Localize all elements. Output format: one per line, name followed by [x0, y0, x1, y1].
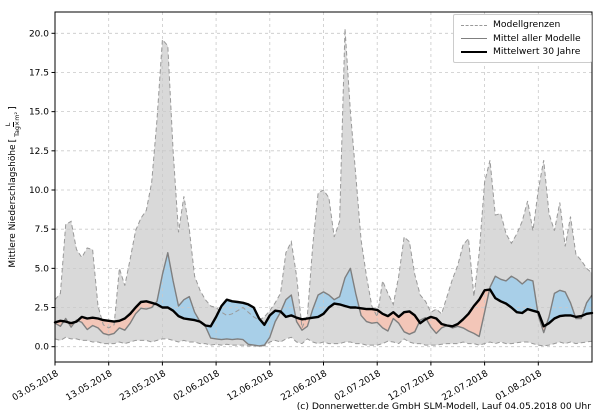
legend-item-model-bounds: Modellgrenzen [461, 19, 584, 30]
x-tick-label: 22.06.2018 [279, 369, 329, 404]
y-axis-unit-open-bracket: [ [8, 138, 18, 143]
model-mean-line [54, 252, 593, 347]
y-axis-label-text: Mittlere Niederschlagshöhe [8, 144, 18, 268]
y-axis-unit-denominator: Tag×m² [12, 111, 21, 137]
fill-above-normal [489, 276, 538, 313]
model-range-bounds [54, 28, 593, 347]
legend-item-30yr-mean: Mittelwert 30 Jahre [461, 47, 584, 57]
copyright-caption: (c) Donnerwetter.de GmbH SLM-Modell, Lau… [296, 401, 591, 412]
x-tick-label: 13.05.2018 [65, 369, 115, 404]
legend-item-model-mean: Mittel aller Modelle [461, 32, 584, 44]
y-tick-label: 12.5 [29, 147, 49, 157]
x-tick-label: 03.05.2018 [11, 369, 61, 404]
y-tick-label: 7.5 [35, 225, 49, 235]
legend-label-model-mean: Mittel aller Modelle [493, 32, 581, 44]
axis-ticks [51, 32, 539, 366]
legend: Modellgrenzen Mittel aller Modelle Mitte… [453, 14, 592, 64]
y-tick-label: 17.5 [29, 68, 49, 78]
mean-30yr-line [53, 288, 594, 328]
fill-below-normal [359, 308, 420, 335]
y-tick-label: 2.5 [35, 304, 49, 314]
x-tick-label: 12.06.2018 [226, 369, 276, 404]
fill-below-normal [77, 301, 155, 335]
y-tick-label: 20.0 [29, 29, 49, 39]
legend-black-line-swatch [461, 51, 487, 54]
y-tick-label: 15.0 [29, 108, 49, 118]
legend-dashed-line-swatch [461, 24, 487, 26]
y-axis-label: Mittlere Niederschlagshöhe [ L Tag×m² ] [4, 7, 21, 367]
x-tick-label: 01.08.2018 [494, 369, 544, 404]
legend-gray-line-swatch [461, 38, 487, 40]
y-tick-label: 10.0 [29, 186, 49, 196]
fill-above-normal [154, 252, 281, 346]
y-tick-label: 0.0 [35, 343, 50, 353]
legend-label-model-bounds: Modellgrenzen [493, 19, 561, 30]
y-axis-unit-fraction: L Tag×m² [4, 111, 21, 137]
x-tick-label: 12.07.2018 [387, 369, 437, 404]
x-tick-label: 02.06.2018 [172, 369, 222, 404]
legend-label-30yr-mean: Mittelwert 30 Jahre [493, 46, 581, 58]
y-tick-label: 5.0 [35, 264, 50, 274]
x-tick-label: 22.07.2018 [440, 369, 490, 404]
x-tick-label: 02.07.2018 [333, 369, 383, 404]
x-tick-label: 23.05.2018 [118, 369, 168, 404]
axis-tick-labels: 0.0 2.5 5.0 7.5 10.0 12.5 15.0 17.5 20.0 03.05.20… [11, 29, 544, 403]
y-axis-unit-close-bracket: ] [8, 106, 18, 110]
model-max-line [54, 28, 593, 330]
model-min-line [54, 336, 593, 347]
